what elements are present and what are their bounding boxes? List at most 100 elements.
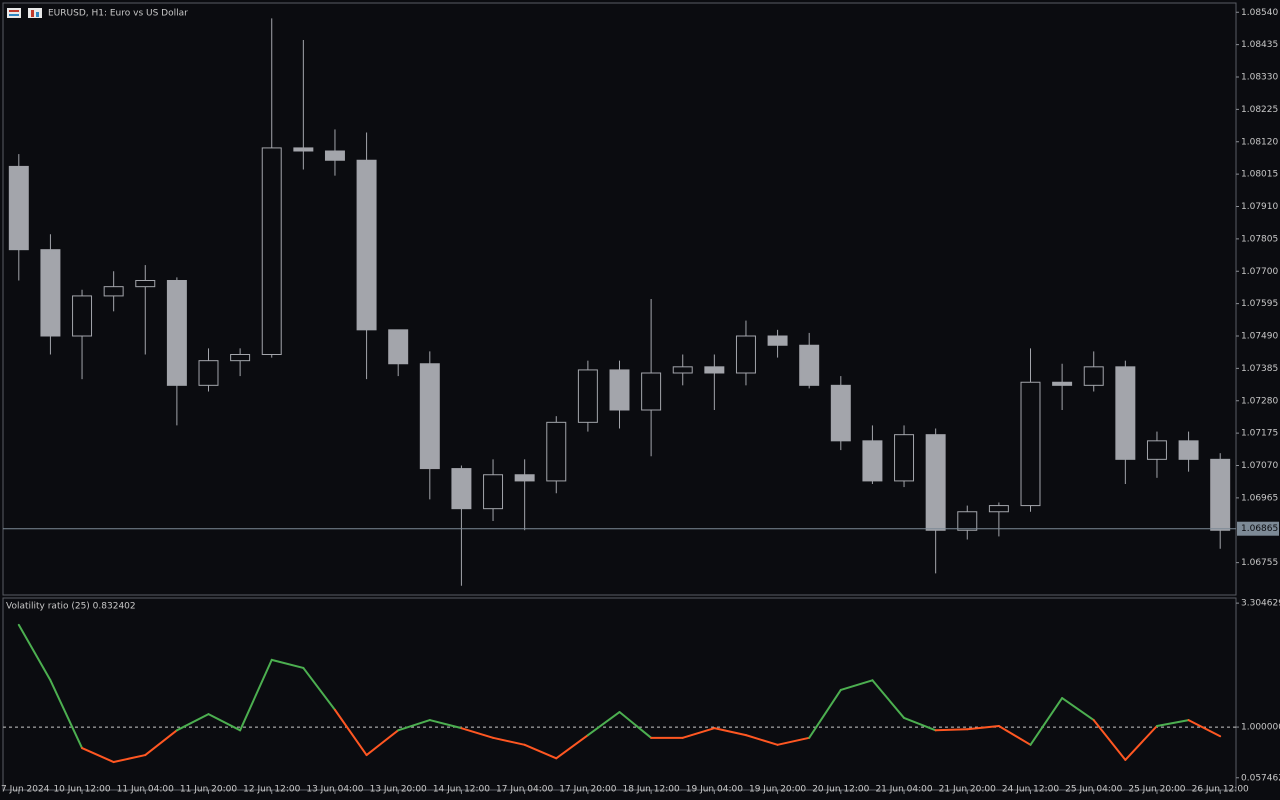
indicator-segment <box>934 728 969 732</box>
x-tick-label: 19 Jun 20:00 <box>749 785 806 795</box>
icon-trade[interactable] <box>28 8 42 18</box>
y-tick-label: 3.304629 <box>1241 599 1280 609</box>
indicator-segment <box>112 754 147 764</box>
candle-body <box>957 511 978 531</box>
candle-body <box>894 434 915 482</box>
candle-body <box>451 468 472 510</box>
indicator-segment <box>492 736 526 746</box>
candle-body <box>735 335 756 374</box>
candle-body <box>324 150 345 161</box>
y-tick-label: 1.06755 <box>1241 558 1278 568</box>
y-tick-label: 0.057462 <box>1241 773 1280 783</box>
y-tick-label: 1.08225 <box>1241 105 1278 115</box>
x-tick-label: 17 Jun 04:00 <box>496 785 553 795</box>
symbol-icons[interactable] <box>7 8 42 18</box>
indicator-segment <box>81 747 115 764</box>
candle-body <box>925 434 946 531</box>
y-tick-label: 1.07700 <box>1241 267 1278 277</box>
x-tick-label: 11 Jun 20:00 <box>180 785 237 795</box>
x-tick-label: 26 Jun 12:00 <box>1192 785 1249 795</box>
candle-body <box>1052 381 1073 386</box>
y-tick-label: 1.06965 <box>1241 493 1278 503</box>
candle-body <box>1083 366 1104 386</box>
indicator-title: Volatility ratio (25) 0.832402 <box>6 602 136 612</box>
y-tick-label: 1.08330 <box>1241 73 1278 83</box>
candle-body <box>198 360 219 386</box>
candle-body <box>767 335 788 346</box>
icon-menu[interactable] <box>7 8 21 18</box>
x-tick-label: 17 Jun 20:00 <box>559 785 616 795</box>
candle-body <box>261 147 282 355</box>
x-tick-label: 13 Jun 04:00 <box>306 785 363 795</box>
x-tick-label: 24 Jun 12:00 <box>1002 785 1059 795</box>
indicator-segment <box>966 725 1000 731</box>
indicator-segment <box>586 711 621 737</box>
x-tick-label: 21 Jun 04:00 <box>875 785 932 795</box>
candle-body <box>988 505 1009 513</box>
x-tick-label: 20 Jun 12:00 <box>812 785 869 795</box>
candle-body <box>609 369 630 411</box>
x-tick-label: 13 Jun 20:00 <box>370 785 427 795</box>
indicator-segment <box>239 658 273 732</box>
candle-body <box>641 372 662 411</box>
indicator-segment <box>207 713 242 732</box>
icon-stripe <box>9 10 19 12</box>
icon-stripe <box>9 14 19 16</box>
indicator-segment <box>333 708 368 757</box>
candle-body <box>8 165 29 251</box>
candle-body <box>1146 440 1167 460</box>
indicator-segment <box>428 719 463 730</box>
candle-body <box>1178 440 1199 460</box>
indicator-segment <box>460 727 495 739</box>
indicator-segment <box>365 729 400 757</box>
indicator-segment <box>302 666 336 711</box>
candle-body <box>419 363 440 470</box>
indicator-segment <box>397 719 431 732</box>
y-tick-label: 1.07490 <box>1241 332 1278 342</box>
indicator-segment <box>618 711 653 739</box>
y-tick-label: 1.07070 <box>1241 461 1278 471</box>
x-tick-label: 25 Jun 04:00 <box>1065 785 1122 795</box>
indicator-segment <box>17 623 52 682</box>
candle-body <box>293 147 314 152</box>
indicator-segment <box>681 727 716 739</box>
x-tick-label: 10 Jun 12:00 <box>53 785 110 795</box>
y-tick-label: 1.08435 <box>1241 40 1278 50</box>
y-tick-label: 1.08120 <box>1241 137 1278 147</box>
y-tick-label: 1.000000 <box>1241 723 1280 733</box>
indicator-segment <box>776 736 811 746</box>
indicator-segment <box>144 729 178 757</box>
indicator-segment <box>808 688 842 739</box>
candle-body <box>577 369 598 423</box>
indicator-segment <box>523 743 558 760</box>
symbol-title: EURUSD, H1: Euro vs US Dollar <box>48 9 188 19</box>
x-tick-label: 7 Jun 2024 <box>1 785 50 795</box>
main-frame <box>2 2 1237 596</box>
candle-body <box>483 474 504 510</box>
y-tick-label: 1.07385 <box>1241 364 1278 374</box>
y-tick-label: 1.07175 <box>1241 429 1278 439</box>
candle-body <box>862 440 883 482</box>
indicator-segment <box>839 679 874 691</box>
indicator-segment <box>997 725 1032 746</box>
y-tick-label: 1.08015 <box>1241 170 1278 180</box>
indicator-segment <box>1092 719 1127 761</box>
indicator-segment <box>1187 719 1222 738</box>
candle-body <box>672 366 693 374</box>
candle-body <box>799 344 820 386</box>
indicator-segment <box>713 727 747 737</box>
candle-body <box>388 329 409 365</box>
x-tick-label: 18 Jun 12:00 <box>623 785 680 795</box>
x-tick-label: 19 Jun 04:00 <box>686 785 743 795</box>
indicator-segment <box>1155 719 1190 727</box>
indicator-segment <box>871 679 906 719</box>
candle-body <box>1115 366 1136 460</box>
indicator-segment <box>270 658 305 669</box>
candle-body <box>1210 458 1231 531</box>
x-tick-label: 14 Jun 12:00 <box>433 785 490 795</box>
indicator-segment <box>1029 697 1064 746</box>
y-tick-label: 1.07910 <box>1241 202 1278 212</box>
